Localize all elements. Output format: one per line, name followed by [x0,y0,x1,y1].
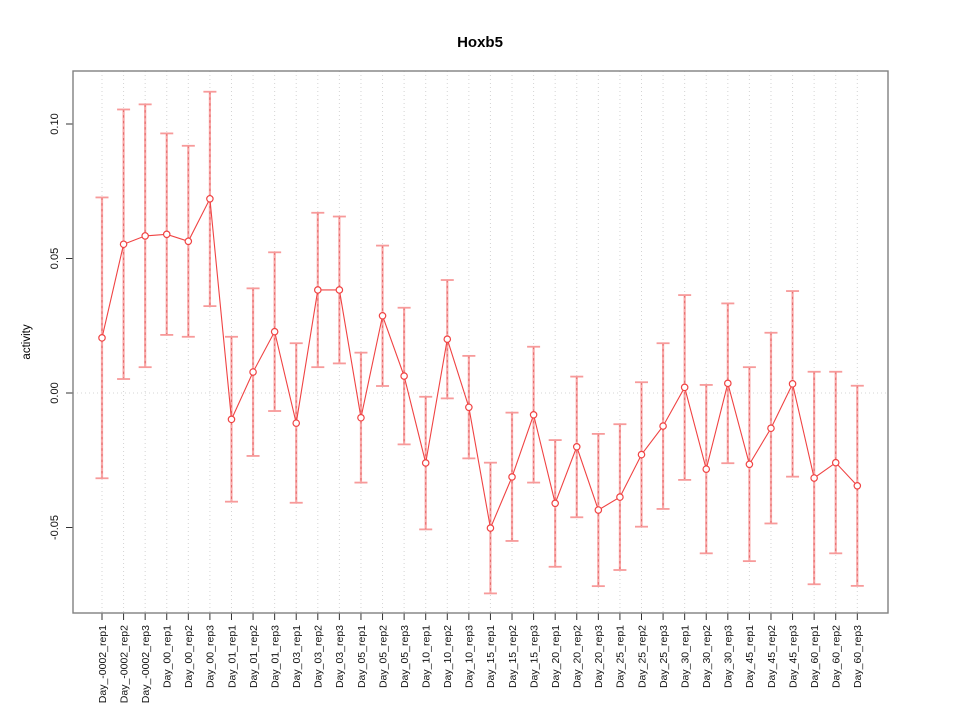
x-tick-label: Day_45_rep1 [744,625,756,688]
x-tick-label: Day_10_rep3 [464,625,476,688]
y-axis-title: activity [21,324,33,359]
data-point [313,286,322,294]
data-point [270,327,279,336]
x-tick-label: Day_00_rep3 [205,625,217,688]
data-point [594,506,603,514]
x-tick-label: Day_10_rep1 [421,625,433,688]
x-tick-label: Day_15_rep1 [485,625,497,688]
data-point [702,465,711,473]
x-tick-label: Day_-0002_rep3 [140,625,152,703]
y-tick-label: 0.05 [49,248,61,269]
data-point [465,403,473,412]
data-point-layer [98,194,862,532]
chart-title: Hoxb5 [457,34,503,51]
x-tick-label: Day_45_rep2 [766,625,778,688]
x-tick-label: Day_10_rep2 [442,625,454,688]
x-tick-label: Day_20_rep2 [572,625,584,688]
data-point [98,334,106,342]
data-point [551,499,559,508]
x-tick-label: Day_20_rep1 [550,625,562,688]
data-point [357,413,365,422]
y-tick-label: -0.05 [49,515,61,540]
x-tick-label: Day_20_rep3 [593,625,605,688]
data-point [227,415,236,424]
data-point [249,368,257,376]
x-tick-label: Day_05_rep3 [399,625,411,688]
data-point [616,493,624,501]
x-tick-label: Day_30_rep3 [723,625,735,688]
data-point [378,311,387,320]
series-line [101,196,858,530]
x-tick-label: Day_60_rep1 [809,625,821,688]
error-bar-layer [95,90,864,595]
x-tick-label: Day_05_rep1 [356,625,368,688]
data-point [853,482,862,490]
x-tick-label: Day_-0002_rep2 [118,625,130,703]
x-tick-label: Day_30_rep2 [701,625,713,688]
x-tick-label: Day_03_rep1 [291,625,303,688]
x-tick-label: Day_15_rep2 [507,625,519,688]
x-tick-label: Day_03_rep2 [313,625,325,688]
data-point [767,424,775,433]
x-tick-label: Day_-0002_rep1 [97,625,109,703]
x-tick-label: Day_01_rep1 [226,625,238,688]
axes-layer: Day_-0002_rep1 Day_-0002_rep2 Day_-0002_re… [49,70,889,703]
data-point [162,230,171,239]
data-point [831,458,840,467]
data-point [529,410,538,419]
x-tick-label: Day_01_rep3 [269,625,281,688]
x-tick-label: Day_25_rep3 [658,625,670,688]
data-point [421,459,430,467]
data-point [335,286,344,294]
x-tick-label: Day_25_rep2 [636,625,648,688]
data-point [680,383,689,392]
x-tick-label: Day_25_rep1 [615,625,627,688]
data-point [810,474,818,482]
x-tick-label: Day_60_rep2 [831,625,843,688]
data-point [486,524,495,532]
data-point [659,422,667,430]
data-point [119,240,128,249]
data-point [141,232,149,240]
x-tick-label: Day_01_rep2 [248,625,260,688]
data-point [508,473,516,481]
series-line-layer [101,196,858,530]
y-tick-label: 0.00 [49,382,61,403]
x-tick-label: Day_03_rep3 [334,625,346,688]
data-point [184,237,193,246]
data-point [724,379,732,388]
data-point [572,442,581,451]
grid-layer [73,71,888,613]
x-tick-label: Day_00_rep1 [162,625,174,688]
x-tick-label: Day_30_rep1 [679,625,691,688]
data-point [206,194,214,203]
data-point [400,372,408,380]
data-point [788,380,797,388]
x-tick-label: Day_15_rep3 [528,625,540,688]
y-tick-label: 0.10 [49,113,61,134]
data-point [292,419,301,427]
x-tick-label: Day_05_rep2 [377,625,389,688]
x-tick-label: Day_45_rep3 [787,625,799,688]
x-tick-label: Day_00_rep2 [183,625,195,688]
data-point [443,335,452,344]
data-point [745,460,754,469]
x-tick-label: Day_60_rep3 [852,625,864,688]
data-point [637,450,646,459]
plot-box [72,70,889,614]
